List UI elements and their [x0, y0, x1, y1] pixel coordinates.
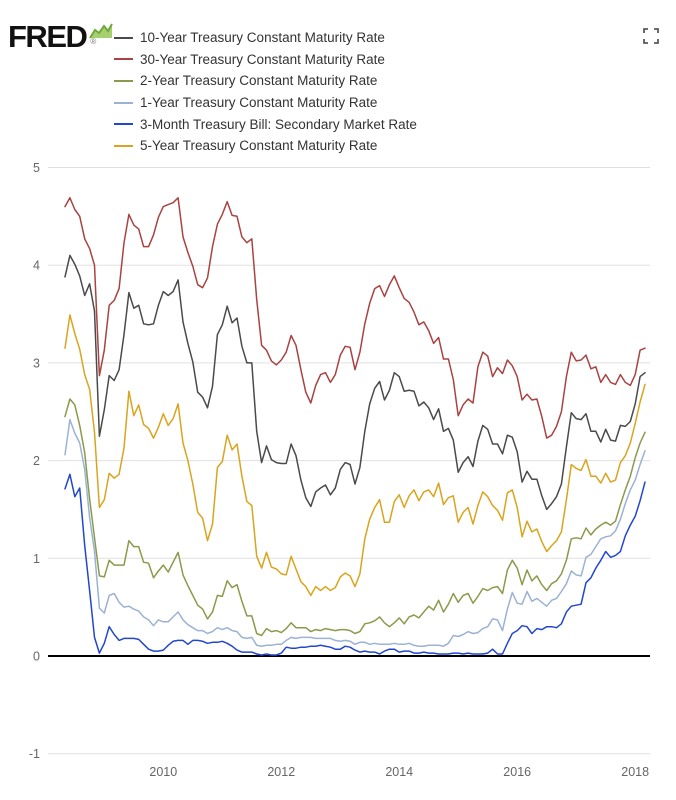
legend-item-30-year[interactable]: 30-Year Treasury Constant Maturity Rate	[114, 49, 417, 71]
y-axis-tick-label: 0	[33, 650, 40, 664]
legend-color-dash	[114, 58, 133, 61]
y-axis-tick-label: -1	[29, 747, 40, 761]
fred-logo-text: FRED	[8, 19, 88, 54]
legend-item-1-year[interactable]: 1-Year Treasury Constant Maturity Rate	[114, 92, 417, 114]
y-axis-tick-label: 2	[33, 454, 40, 468]
legend-color-dash	[114, 144, 133, 147]
registered-mark: ®	[90, 37, 97, 46]
legend-color-dash	[114, 36, 133, 39]
series-line-30-year[interactable]	[64, 197, 646, 439]
y-axis-tick-label: 1	[33, 552, 40, 566]
fred-logo[interactable]: FRED ®	[8, 19, 114, 54]
fred-sparkline-icon	[89, 23, 114, 39]
legend-color-dash	[114, 79, 133, 82]
legend-item-3-month[interactable]: 3-Month Treasury Bill: Secondary Market …	[114, 113, 417, 135]
y-axis-tick-label: 3	[33, 356, 40, 370]
series-line-1-year[interactable]	[64, 418, 646, 647]
legend-label: 1-Year Treasury Constant Maturity Rate	[140, 95, 378, 111]
y-axis-tick-label: 4	[33, 259, 40, 273]
x-axis-tick-label: 2014	[385, 765, 413, 779]
legend-label: 30-Year Treasury Constant Maturity Rate	[140, 51, 385, 67]
x-axis-tick-label: 2016	[503, 765, 531, 779]
legend-label: 10-Year Treasury Constant Maturity Rate	[140, 30, 385, 46]
legend-item-5-year[interactable]: 5-Year Treasury Constant Maturity Rate	[114, 135, 417, 157]
legend-item-10-year[interactable]: 10-Year Treasury Constant Maturity Rate	[114, 27, 417, 49]
x-axis-tick-label: 2010	[149, 765, 177, 779]
x-axis-tick-label: 2018	[621, 765, 649, 779]
x-axis-tick-label: 2012	[267, 765, 295, 779]
fullscreen-icon	[643, 28, 659, 44]
y-axis-tick-label: 5	[33, 161, 40, 175]
legend-label: 3-Month Treasury Bill: Secondary Market …	[140, 116, 417, 132]
legend-color-dash	[114, 123, 133, 126]
legend-label: 2-Year Treasury Constant Maturity Rate	[140, 73, 378, 89]
series-line-3-month[interactable]	[64, 473, 646, 656]
series-line-2-year[interactable]	[64, 398, 646, 637]
legend-item-2-year[interactable]: 2-Year Treasury Constant Maturity Rate	[114, 70, 417, 92]
chart-legend: 10-Year Treasury Constant Maturity Rate 3…	[114, 27, 417, 157]
fullscreen-button[interactable]	[642, 28, 660, 46]
legend-color-dash	[114, 101, 133, 104]
chart-header: FRED ® 10-Year Treasury Constant Maturit…	[0, 0, 676, 160]
series-line-10-year[interactable]	[64, 254, 646, 511]
series-line-5-year[interactable]	[64, 314, 646, 597]
legend-label: 5-Year Treasury Constant Maturity Rate	[140, 138, 378, 154]
